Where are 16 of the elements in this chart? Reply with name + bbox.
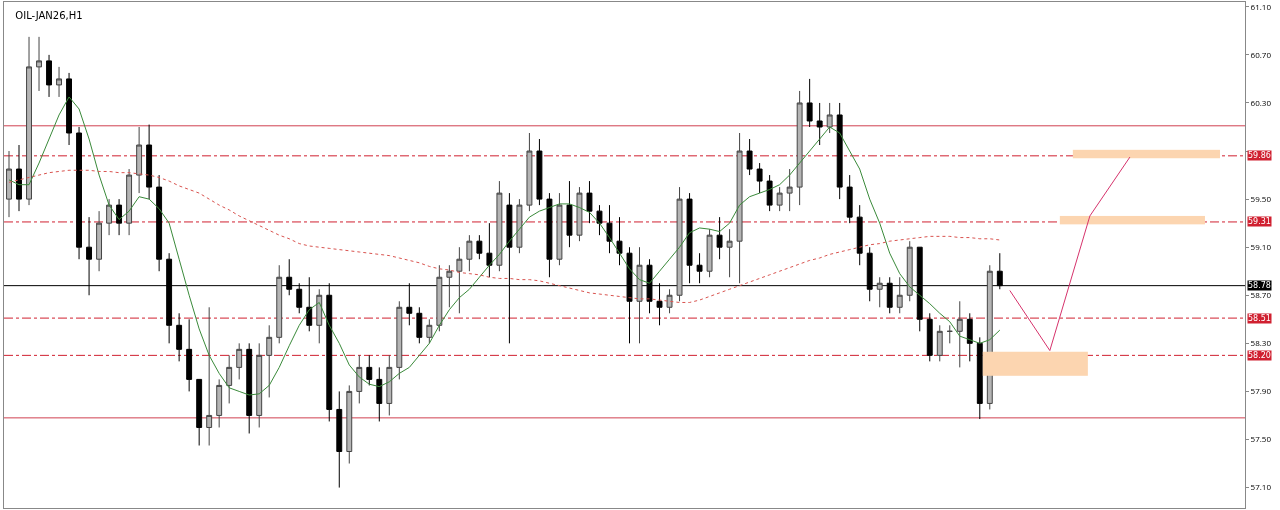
- ref-line-label: 58.51: [1248, 314, 1271, 323]
- y-tick-label: 57.10: [1250, 481, 1272, 493]
- y-tick-label: 57.90: [1250, 385, 1272, 397]
- ref-line-label: 58.20: [1248, 351, 1271, 360]
- text: OIL-JAN26,H1: [15, 10, 83, 22]
- ref-line-label: 59.31: [1248, 217, 1271, 226]
- ref-line-label: 58.78: [1248, 281, 1271, 290]
- y-tick-label: 61.10: [1250, 0, 1272, 12]
- y-tick-label: 58.70: [1250, 289, 1272, 301]
- y-tick-label: 60.30: [1250, 96, 1272, 108]
- y-tick-label: 59.10: [1250, 240, 1272, 252]
- y-tick-label: 57.50: [1250, 433, 1272, 445]
- y-tick-label: 60.70: [1250, 48, 1272, 60]
- ref-line-label: 59.86: [1248, 151, 1271, 160]
- y-tick-label: 59.50: [1250, 192, 1272, 204]
- y-tick-label: 58.30: [1250, 337, 1272, 349]
